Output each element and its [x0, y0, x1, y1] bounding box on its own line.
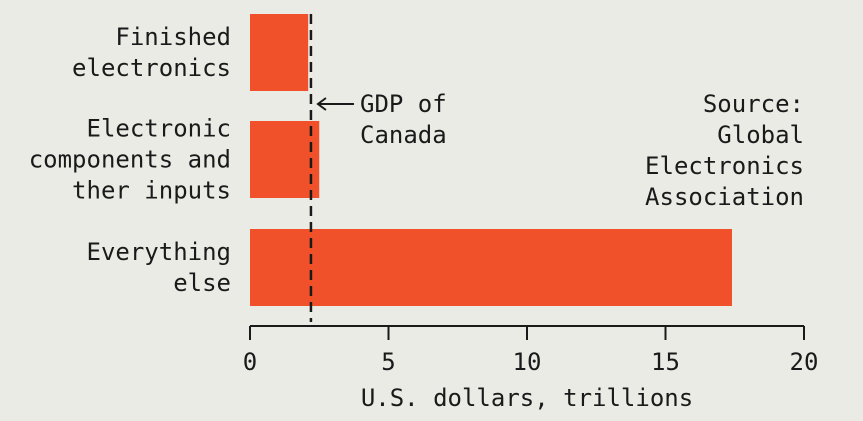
- x-tick-label: 0: [243, 348, 257, 376]
- x-tick-label: 20: [790, 348, 819, 376]
- category-label-line: electronics: [72, 54, 231, 82]
- source-note-line: Association: [645, 183, 804, 211]
- annotation-arrowhead: [316, 97, 327, 111]
- category-label-0: Finished electronics: [72, 23, 231, 82]
- category-label-line: ther inputs: [72, 177, 231, 205]
- source-note-line: Global: [717, 121, 804, 149]
- category-label-line: Finished: [115, 23, 231, 51]
- source-note: Source: Global Electronics Association: [645, 90, 804, 211]
- x-axis-title: U.S. dollars, trillions: [361, 384, 693, 412]
- x-tick-label: 15: [651, 348, 680, 376]
- category-label-line: components and: [29, 146, 231, 174]
- category-label-2: Everything else: [87, 238, 232, 297]
- category-label-1: Electronic components and ther inputs: [29, 115, 231, 205]
- x-tick-label: 10: [513, 348, 542, 376]
- bar-2: [250, 229, 732, 306]
- bar-0: [250, 14, 309, 91]
- bars-group: [250, 14, 732, 306]
- category-label-line: Everything: [87, 238, 232, 266]
- gdp-label-line: Canada: [360, 121, 447, 149]
- gdp-annotation: GDP of Canada: [316, 90, 447, 149]
- source-note-line: Electronics: [645, 152, 804, 180]
- source-note-line: Source:: [703, 90, 804, 118]
- x-tick-label: 5: [381, 348, 395, 376]
- x-axis-ticks: 0 5 10 15 20: [243, 326, 819, 376]
- gdp-label-line: GDP of: [360, 90, 447, 118]
- category-label-line: Electronic: [87, 115, 232, 143]
- bar-1: [250, 121, 320, 198]
- category-labels: Finished electronics Electronic components …: [29, 23, 231, 297]
- category-label-line: else: [173, 269, 231, 297]
